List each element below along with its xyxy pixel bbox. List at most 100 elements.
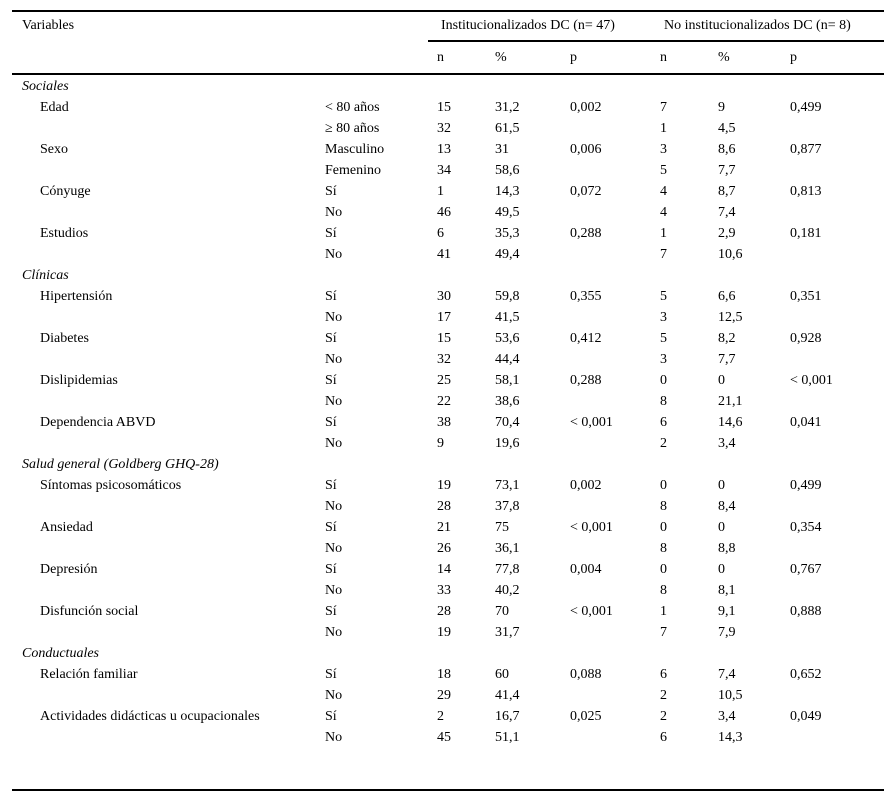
- table-row: Ansiedad Sí 21 75 < 0,001 0 0 0,354: [12, 517, 884, 538]
- cell-category: No: [325, 205, 343, 220]
- table-row: No 41 49,4 7 10,6: [12, 244, 884, 265]
- table-row: No 33 40,2 8 8,1: [12, 580, 884, 601]
- cell-variable: Síntomas psicosomáticos: [40, 478, 182, 493]
- cell-n-group1: 19: [437, 478, 451, 493]
- cell-n-group1: 38: [437, 415, 451, 430]
- cell-p-group2: [790, 580, 884, 601]
- column-header-pct-group2: %: [718, 50, 730, 65]
- table-row: Dislipidemias Sí 25 58,1 0,288 0 0 < 0,001: [12, 370, 884, 391]
- cell-p-group2: [790, 622, 884, 643]
- cell-p-group2: 0,499: [790, 478, 822, 493]
- cell-p-group2: [790, 496, 884, 517]
- table-row: Disfunción social Sí 28 70 < 0,001 1 9,1 0,888: [12, 601, 884, 622]
- cell-p-group2: [790, 685, 884, 706]
- cell-category: Sí: [325, 184, 337, 199]
- cell-category: ≥ 80 años: [325, 121, 380, 136]
- cell-variable: Diabetes: [40, 331, 89, 346]
- cell-pct-group1: 70,4: [495, 415, 520, 430]
- cell-p-group2: [790, 349, 884, 370]
- cell-n-group1: 33: [437, 583, 451, 598]
- cell-n-group2: 6: [660, 667, 667, 682]
- cell-variable: Dislipidemias: [40, 373, 118, 388]
- cell-pct-group2: 7,7: [718, 352, 736, 367]
- cell-pct-group2: 0: [718, 478, 725, 493]
- cell-pct-group1: 75: [495, 520, 509, 535]
- cell-category: No: [325, 394, 343, 409]
- cell-pct-group2: 14,6: [718, 415, 743, 430]
- cell-category: Sí: [325, 373, 337, 388]
- cell-n-group2: 5: [660, 289, 667, 304]
- cell-n-group2: 8: [660, 499, 667, 514]
- cell-variable: [12, 349, 325, 370]
- cell-p-group1: [570, 685, 660, 706]
- cell-variable: Estudios: [40, 226, 89, 241]
- cell-n-group1: 15: [437, 331, 451, 346]
- cell-pct-group1: 77,8: [495, 562, 520, 577]
- cell-pct-group1: 31: [495, 142, 509, 157]
- cell-p-group1: [570, 622, 660, 643]
- cell-p-group1: [570, 580, 660, 601]
- cell-variable: [12, 160, 325, 181]
- section-title: Clínicas: [22, 268, 69, 283]
- cell-p-group2: [790, 538, 884, 559]
- cell-pct-group1: 41,4: [495, 688, 520, 703]
- cell-variable: Actividades didácticas u ocupacionales: [40, 709, 260, 724]
- cell-variable: [12, 685, 325, 706]
- section-row: Salud general (Goldberg GHQ-28): [12, 454, 884, 475]
- cell-p-group2: [790, 433, 884, 454]
- cell-n-group1: 28: [437, 604, 451, 619]
- cell-variable: [12, 391, 325, 412]
- cell-p-group1: < 0,001: [570, 520, 613, 535]
- cell-p-group2: 0,767: [790, 562, 822, 577]
- cell-variable: Hipertensión: [40, 289, 113, 304]
- cell-n-group1: 2: [437, 709, 444, 724]
- cell-n-group1: 26: [437, 541, 451, 556]
- table-header-stats-row: n % p n % p: [12, 42, 884, 73]
- column-header-p-group2: p: [790, 50, 797, 65]
- cell-variable: [12, 244, 325, 265]
- cell-variable: [12, 622, 325, 643]
- cell-pct-group2: 2,9: [718, 226, 736, 241]
- cell-p-group1: 0,288: [570, 226, 602, 241]
- cell-pct-group1: 60: [495, 667, 509, 682]
- cell-category: No: [325, 499, 343, 514]
- cell-n-group2: 1: [660, 226, 667, 241]
- table-row: No 32 44,4 3 7,7: [12, 349, 884, 370]
- table-body: Sociales Edad < 80 años 15 31,2 0,002 7 9 0,499 ≥…: [12, 76, 884, 748]
- cell-p-group2: < 0,001: [790, 373, 833, 388]
- table-row: Sexo Masculino 13 31 0,006 3 8,6 0,877: [12, 139, 884, 160]
- cell-pct-group2: 6,6: [718, 289, 736, 304]
- table-bottom-rule: [12, 789, 884, 791]
- table-row: Actividades didácticas u ocupacionales Sí…: [12, 706, 884, 727]
- table-row: No 46 49,5 4 7,4: [12, 202, 884, 223]
- cell-category: No: [325, 247, 343, 262]
- cell-category: No: [325, 352, 343, 367]
- cell-category: Sí: [325, 289, 337, 304]
- cell-p-group2: 0,888: [790, 604, 822, 619]
- cell-p-group2: 0,049: [790, 709, 822, 724]
- cell-variable: [12, 538, 325, 559]
- cell-n-group1: 22: [437, 394, 451, 409]
- cell-p-group1: 0,288: [570, 373, 602, 388]
- cell-p-group2: 0,041: [790, 415, 822, 430]
- cell-p-group2: 0,652: [790, 667, 822, 682]
- cell-p-group1: < 0,001: [570, 604, 613, 619]
- table-row: ≥ 80 años 32 61,5 1 4,5: [12, 118, 884, 139]
- table-row: No 28 37,8 8 8,4: [12, 496, 884, 517]
- results-table: Variables Institucionalizados DC (n= 47)…: [12, 0, 884, 803]
- cell-variable: Relación familiar: [40, 667, 138, 682]
- cell-n-group2: 4: [660, 205, 667, 220]
- cell-variable: Ansiedad: [40, 520, 93, 535]
- cell-n-group1: 41: [437, 247, 451, 262]
- cell-category: Sí: [325, 604, 337, 619]
- table-row: Edad < 80 años 15 31,2 0,002 7 9 0,499: [12, 97, 884, 118]
- cell-n-group2: 2: [660, 436, 667, 451]
- cell-variable: [12, 433, 325, 454]
- cell-pct-group1: 58,1: [495, 373, 520, 388]
- cell-n-group2: 6: [660, 415, 667, 430]
- table-row: Depresión Sí 14 77,8 0,004 0 0 0,767: [12, 559, 884, 580]
- table-row: No 45 51,1 6 14,3: [12, 727, 884, 748]
- cell-pct-group2: 7,9: [718, 625, 736, 640]
- table-top-rule: [12, 10, 884, 12]
- cell-n-group1: 18: [437, 667, 451, 682]
